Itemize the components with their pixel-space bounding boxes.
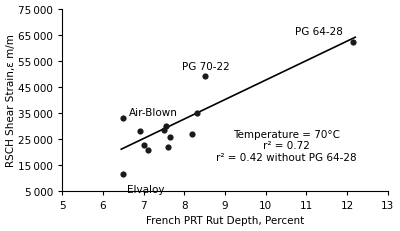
Point [350,41,356,45]
Point [120,117,126,120]
Point [167,136,173,140]
Text: r² = 0.72: r² = 0.72 [263,141,310,151]
Text: PG 64-28: PG 64-28 [295,27,343,37]
Text: Air-Blown: Air-Blown [129,107,178,117]
Y-axis label: RSCH Shear Strain,ε m/m: RSCH Shear Strain,ε m/m [6,34,16,166]
Point [140,144,147,148]
Point [120,172,126,176]
Text: PG 70-22: PG 70-22 [182,62,230,72]
Point [189,132,196,136]
Point [193,111,200,115]
Point [161,128,167,132]
Text: Elvaloy: Elvaloy [127,185,165,195]
Text: Temperature = 70°C: Temperature = 70°C [232,129,340,139]
Point [202,75,208,79]
Point [163,124,169,128]
Text: r² = 0.42 without PG 64-28: r² = 0.42 without PG 64-28 [216,152,356,162]
X-axis label: French PRT Rut Depth, Percent: French PRT Rut Depth, Percent [146,216,304,225]
Point [165,145,171,149]
Point [144,149,151,153]
Point [136,130,143,133]
